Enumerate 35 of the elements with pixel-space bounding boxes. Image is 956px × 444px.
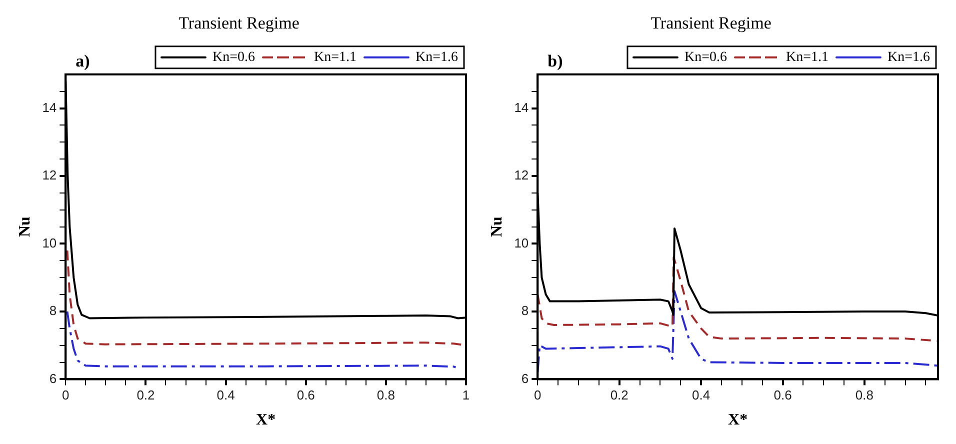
x-tick-label: 0.4	[692, 388, 710, 403]
chart-title: Transient Regime	[650, 14, 772, 33]
x-tick-label: 1	[462, 388, 470, 403]
legend-label: Kn=1.6	[887, 50, 930, 66]
legend-label: Kn=1.1	[786, 50, 829, 66]
chart-title: Transient Regime	[178, 14, 300, 33]
legend-label: Kn=0.6	[684, 50, 727, 66]
x-tick-label: 0.8	[855, 388, 874, 403]
x-tick-label: 0.6	[774, 388, 792, 403]
y-tick-label: 14	[42, 100, 57, 115]
y-tick-label: 8	[49, 303, 57, 318]
legend-label: Kn=1.6	[415, 50, 458, 66]
legend-label: Kn=1.1	[314, 50, 357, 66]
legend-label: Kn=0.6	[212, 50, 255, 66]
x-tick-label: 0.2	[610, 388, 628, 403]
x-axis-title: X*	[728, 412, 748, 429]
y-tick-label: 12	[42, 168, 57, 183]
x-tick-label: 0.8	[376, 388, 395, 403]
y-tick-label: 10	[514, 235, 529, 250]
x-tick-label: 0	[62, 388, 70, 403]
y-axis-title: Nu	[16, 216, 34, 238]
y-tick-label: 10	[42, 235, 57, 250]
text: b)	[548, 51, 563, 70]
x-axis-title: X*	[256, 412, 276, 429]
x-tick-label: 0	[534, 388, 542, 403]
text: a)	[76, 51, 90, 70]
y-tick-label: 14	[514, 100, 529, 115]
x-tick-label: 0.6	[296, 388, 315, 403]
y-tick-label: 12	[514, 168, 529, 183]
x-tick-label: 0.4	[216, 388, 235, 403]
x-tick-label: 0.2	[136, 388, 155, 403]
y-tick-label: 6	[49, 370, 57, 386]
y-tick-label: 8	[521, 303, 529, 318]
y-tick-label: 6	[521, 370, 529, 386]
y-axis-title: Nu	[488, 216, 506, 238]
